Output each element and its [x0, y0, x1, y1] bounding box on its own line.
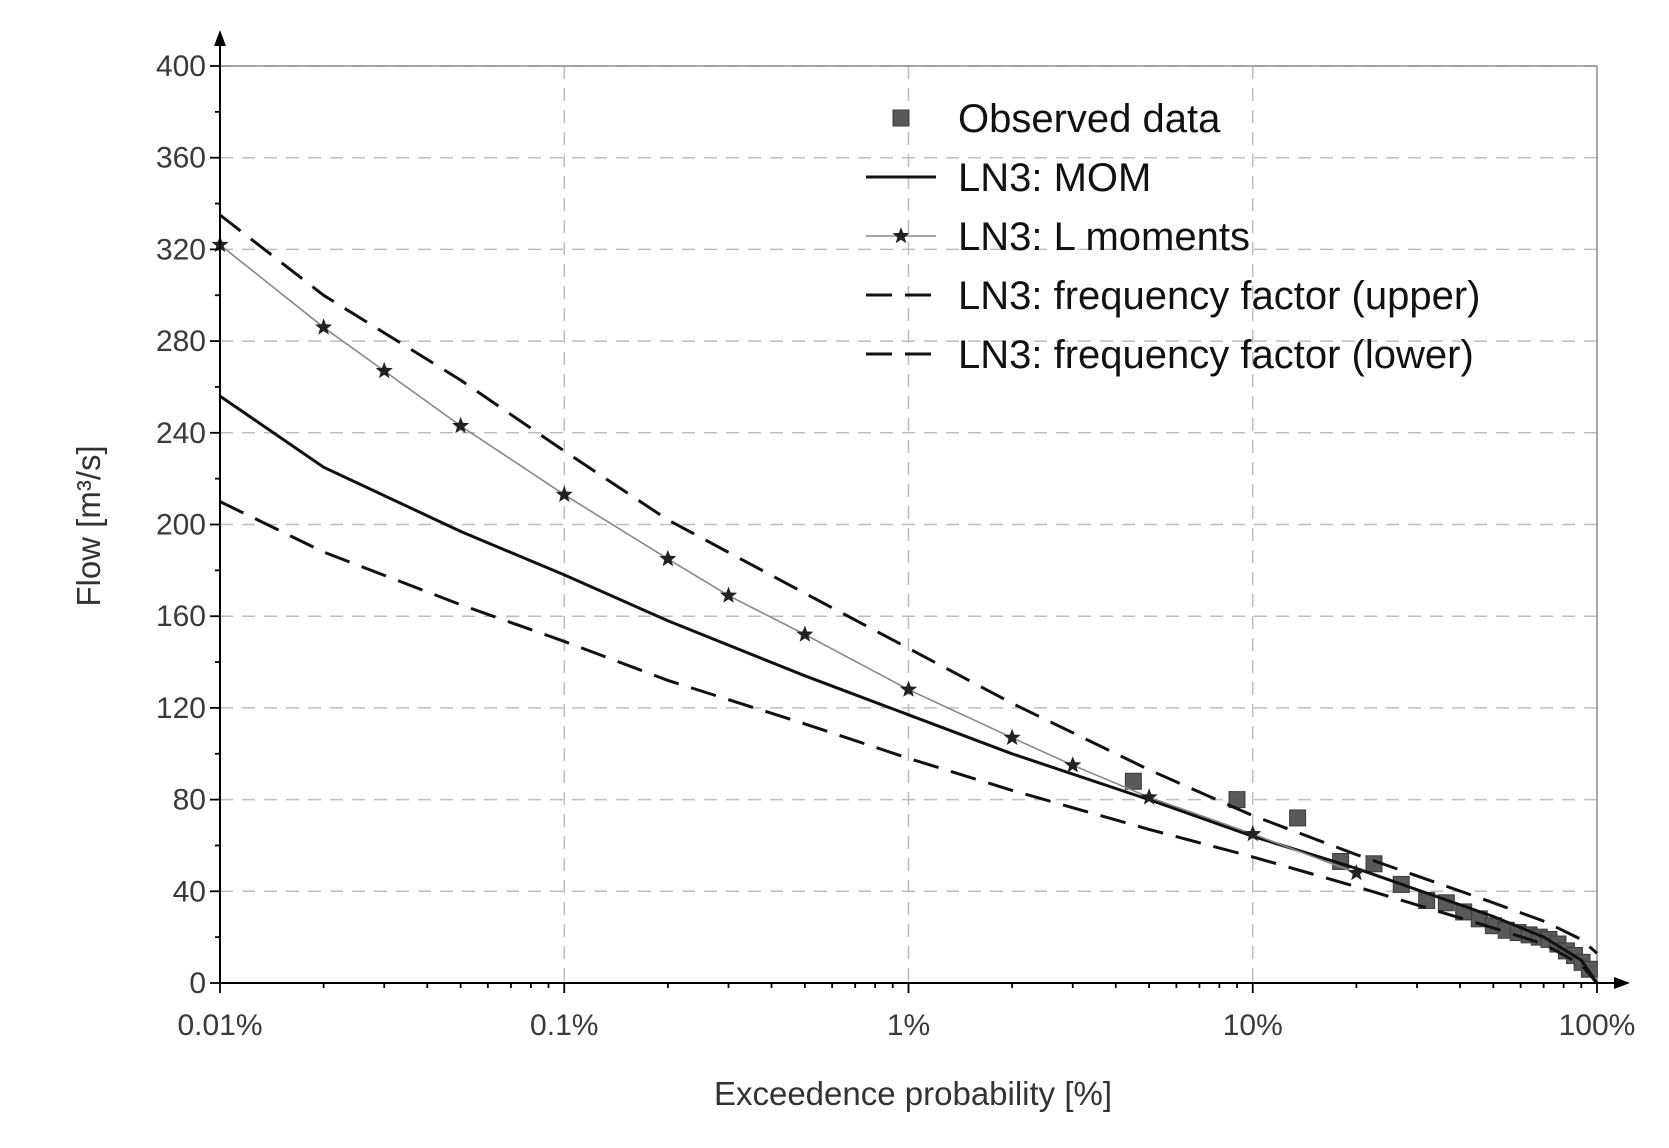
y-axis-arrow — [214, 30, 226, 46]
legend-item-ln3-frequency-factor-upper: LN3: frequency factor (upper) — [866, 274, 1480, 318]
grid-layer — [220, 65, 1597, 983]
ln3-l-moments-point — [1003, 728, 1021, 745]
legend-swatch-observed-data — [892, 109, 910, 127]
observed-data-point — [1124, 772, 1142, 790]
legend-item-ln3-mom: LN3: MOM — [866, 156, 1151, 200]
y-tick-label: 320 — [156, 233, 206, 266]
legend-label-ln3-l-moments: LN3: L moments — [958, 215, 1250, 259]
legend: Observed data LN3: MOM LN3: L moments LN3: … — [866, 97, 1480, 377]
ln3-l-moments-point — [452, 416, 470, 434]
y-tick-label: 400 — [156, 50, 206, 83]
y-axis-title: Flow [m³/s] — [70, 445, 107, 606]
series-observed-data — [1124, 772, 1598, 978]
ln3-l-moments-point — [555, 485, 573, 502]
y-tick-label: 40 — [173, 875, 206, 908]
ln3-l-moments-point — [1140, 788, 1158, 805]
ln3-frequency-factor-upper-line — [219, 213, 1598, 955]
ln3-l-moments-point — [796, 625, 814, 642]
ln3-l-moments-point — [719, 586, 738, 603]
y-tick-label: 280 — [156, 325, 206, 358]
ln3-l-moments-point — [315, 318, 333, 335]
tick-labels: 0 40 80 120 160 200 240 280 320 360 400 0.01% 0.1% 1%… — [156, 50, 1635, 1042]
series-layer — [211, 213, 1599, 984]
ln3-mom-line — [219, 394, 1599, 984]
x-tick-label: 0.1% — [530, 1009, 598, 1042]
y-tick-label: 80 — [173, 784, 206, 817]
legend-item-ln3-frequency-factor-lower: LN3: frequency factor (lower) — [866, 333, 1474, 377]
ln3-l-moments-line — [219, 244, 1357, 874]
ln3-l-moments-point — [1244, 825, 1262, 842]
axes-layer — [210, 30, 1630, 993]
legend-item-observed-data: Observed data — [892, 97, 1221, 141]
y-tick-label: 0 — [189, 967, 206, 1000]
observed-data-point — [1289, 809, 1307, 827]
ln3-l-moments-point — [899, 680, 918, 697]
ln3-l-moments-point — [1064, 756, 1082, 773]
legend-label-ln3-frequency-factor-upper: LN3: frequency factor (upper) — [958, 274, 1480, 318]
y-tick-label: 200 — [156, 509, 206, 542]
series-ln3-frequency-factor-lower — [219, 500, 1599, 984]
ln3-l-moments-point — [375, 361, 393, 379]
series-ln3-mom — [219, 394, 1599, 984]
x-axis-title: Exceedence probability [%] — [714, 1075, 1112, 1112]
y-tick-label: 120 — [156, 692, 206, 725]
x-tick-label: 1% — [887, 1009, 930, 1042]
ln3-l-moments-point — [1347, 864, 1365, 881]
legend-label-ln3-frequency-factor-lower: LN3: frequency factor (lower) — [958, 333, 1474, 377]
legend-swatch-star-ln3-l-moments — [892, 227, 910, 244]
plot-frame — [220, 65, 1598, 983]
x-axis-arrow — [1614, 977, 1630, 989]
y-tick-label: 160 — [156, 600, 206, 633]
y-tick-label: 240 — [156, 417, 206, 450]
legend-label-observed-data: Observed data — [958, 97, 1221, 141]
x-tick-label: 100% — [1559, 1009, 1636, 1042]
legend-label-ln3-mom: LN3: MOM — [958, 156, 1151, 200]
ln3-l-moments-point — [659, 549, 677, 567]
x-tick-label: 0.01% — [177, 1009, 262, 1042]
legend-item-ln3-l-moments: LN3: L moments — [866, 215, 1250, 259]
series-ln3-frequency-factor-upper — [219, 213, 1598, 955]
ln3-frequency-factor-lower-line — [219, 500, 1599, 984]
x-tick-label: 10% — [1223, 1009, 1283, 1042]
y-tick-label: 360 — [156, 142, 206, 175]
